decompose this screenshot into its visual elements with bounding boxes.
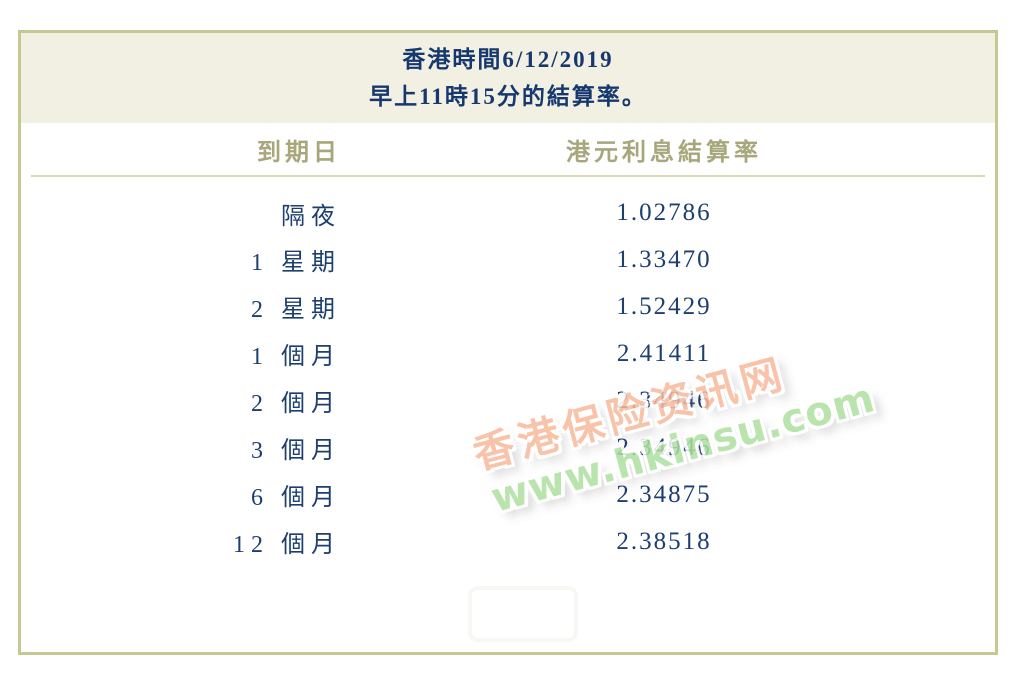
panel-title-block: 香港時間6/12/2019 早上11時15分的結算率。 [21,33,995,123]
rate-cell: 1.02786 [616,199,712,226]
table-row: 6 個月 2.34875 [31,471,985,518]
rate-cell: 2.34946 [616,433,712,461]
tenor-cell: 3 個月 [251,438,341,464]
rate-cell: 2.34946 [616,386,712,414]
column-header-tenor: 到期日 [31,123,343,177]
tenor-cell: 2 個月 [251,391,341,417]
table-row: 隔夜 1.02786 [31,176,985,236]
rate-cell: 2.34875 [616,480,712,508]
table-row: 2 個月 2.34946 [31,377,985,424]
panel-title-date: 香港時間6/12/2019 [402,47,614,72]
tenor-cell: 2 星期 [251,297,341,323]
table-header-row: 到期日 港元利息結算率 [31,123,985,177]
tenor-cell: 1 星期 [251,250,341,276]
table-row: 2 星期 1.52429 [31,283,985,330]
rate-cell: 2.41411 [616,339,712,367]
rate-cell: 1.33470 [616,245,712,273]
rate-cell: 2.38518 [616,527,712,555]
table-row: 1 星期 1.33470 [31,236,985,283]
rate-cell: 1.52429 [616,292,712,320]
rates-panel: 香港時間6/12/2019 早上11時15分的結算率。 到期日 港元利息結算率 … [18,30,998,655]
hibor-rates-table: 到期日 港元利息結算率 隔夜 1.02786 1 星期 1.33470 2 星期… [31,123,985,565]
tenor-cell: 隔夜 [281,203,341,230]
table-body: 隔夜 1.02786 1 星期 1.33470 2 星期 1.52429 1 個… [31,176,985,565]
tenor-cell: 12 個月 [233,532,341,558]
table-row: 1 個月 2.41411 [31,330,985,377]
tenor-cell: 1 個月 [251,344,341,370]
table-row: 3 個月 2.34946 [31,424,985,471]
panel-title-time: 早上11時15分的結算率。 [369,84,647,109]
table-row: 12 個月 2.38518 [31,518,985,565]
column-header-rate: 港元利息結算率 [343,123,985,177]
tenor-cell: 6 個月 [251,485,341,511]
